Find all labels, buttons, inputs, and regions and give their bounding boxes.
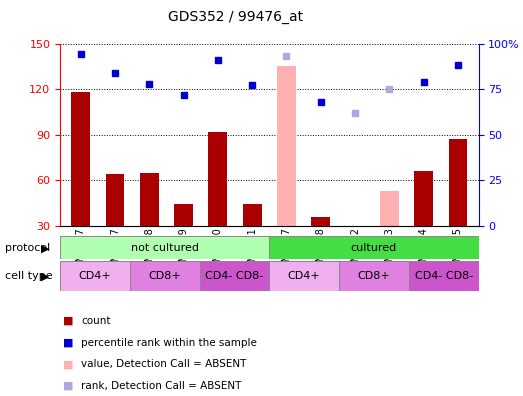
Text: cell type: cell type xyxy=(5,271,53,282)
Bar xyxy=(243,204,262,226)
Bar xyxy=(71,92,90,226)
Text: GDS352 / 99476_at: GDS352 / 99476_at xyxy=(168,10,303,24)
Text: count: count xyxy=(81,316,110,326)
Bar xyxy=(174,204,193,226)
Bar xyxy=(269,261,339,291)
Bar xyxy=(60,261,130,291)
Bar xyxy=(140,173,159,226)
Bar xyxy=(269,236,479,259)
Bar xyxy=(106,174,124,226)
Text: ▶: ▶ xyxy=(41,271,50,282)
Bar xyxy=(414,171,433,226)
Bar xyxy=(200,261,269,291)
Bar xyxy=(409,261,479,291)
Text: not cultured: not cultured xyxy=(131,243,199,253)
Text: value, Detection Call = ABSENT: value, Detection Call = ABSENT xyxy=(81,359,246,369)
Text: ■: ■ xyxy=(63,337,73,348)
Text: ■: ■ xyxy=(63,381,73,391)
Text: rank, Detection Call = ABSENT: rank, Detection Call = ABSENT xyxy=(81,381,242,391)
Bar xyxy=(346,226,365,229)
Text: CD4- CD8-: CD4- CD8- xyxy=(206,271,264,281)
Text: CD4+: CD4+ xyxy=(288,271,321,281)
Text: CD4+: CD4+ xyxy=(78,271,111,281)
Bar xyxy=(380,191,399,226)
Text: protocol: protocol xyxy=(5,243,51,253)
Text: CD8+: CD8+ xyxy=(149,271,181,281)
Text: CD4- CD8-: CD4- CD8- xyxy=(415,271,473,281)
Bar xyxy=(339,261,409,291)
Bar xyxy=(60,236,269,259)
Text: ■: ■ xyxy=(63,316,73,326)
Bar xyxy=(311,217,330,226)
Text: CD8+: CD8+ xyxy=(358,271,390,281)
Bar xyxy=(130,261,200,291)
Text: ■: ■ xyxy=(63,359,73,369)
Text: cultured: cultured xyxy=(351,243,397,253)
Text: percentile rank within the sample: percentile rank within the sample xyxy=(81,337,257,348)
Text: ▶: ▶ xyxy=(41,243,50,253)
Bar xyxy=(277,66,296,226)
Bar xyxy=(209,131,228,226)
Bar xyxy=(449,139,468,226)
